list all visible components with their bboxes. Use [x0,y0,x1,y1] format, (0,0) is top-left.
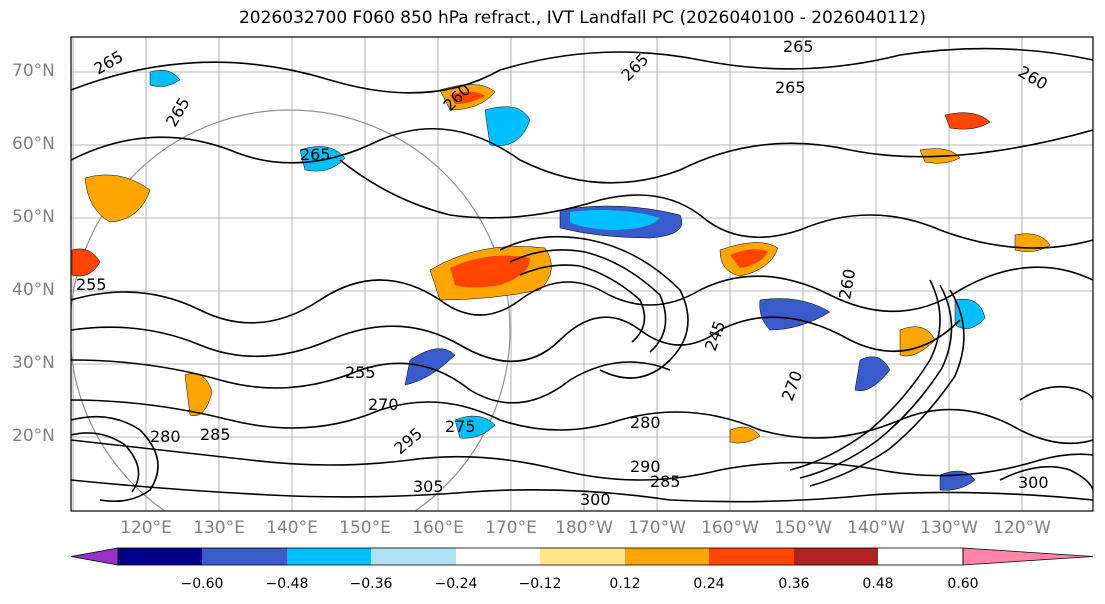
colorbar-segment [794,548,878,565]
longitude-label: 130°W [920,518,978,538]
longitude-label: 140°W [847,518,905,538]
contour-label: 290 [630,457,661,476]
refractivity-shading [71,70,1051,491]
colorbar-segment [118,548,202,565]
colorbar-tick-label: 0.36 [778,576,810,592]
plot-frame [70,36,1094,512]
contour-label: 255 [76,275,107,294]
longitude-label: 150°W [774,518,832,538]
colorbar-tick-label: 0.12 [609,576,641,592]
contour-label: 285 [200,425,231,444]
latitude-label: 20°N [12,426,55,446]
colorbar-segment [456,548,540,565]
map-title: 2026032700 F060 850 hPa refract., IVT La… [238,8,926,28]
contour-label: 280 [150,427,181,446]
longitude-label: 130°E [193,518,245,538]
colorbar-tick-label: −0.36 [349,576,393,592]
contour-lines [71,47,1093,503]
colorbar-extend-min [70,547,119,566]
range-circle [71,109,511,511]
contour-label: 255 [345,363,376,382]
colorbar-segment [709,548,794,565]
latitude-label: 40°N [12,280,55,300]
latitude-label: 60°N [12,134,55,154]
colorbar-segment [287,548,371,565]
longitude-label: 120°E [120,518,172,538]
contour-label: 275 [445,417,476,436]
longitude-label: 150°E [339,518,391,538]
colorbar-tick-label: 0.48 [862,576,894,592]
colorbar-tick-label: −0.12 [518,576,562,592]
colorbar-segment [371,548,456,565]
latitude-label: 70°N [12,61,55,81]
longitude-label: 170°W [628,518,686,538]
contour-label: 300 [1018,473,1049,492]
colorbar-segment [625,548,709,565]
latitude-label: 50°N [12,207,55,227]
longitude-label: 120°W [993,518,1051,538]
contour-label: 280 [630,413,661,432]
contour-label: 305 [413,477,444,496]
contour-label: 300 [580,490,611,509]
longitude-label: 160°E [412,518,464,538]
colorbar-tick-label: −0.48 [265,576,309,592]
longitude-label: 140°E [266,518,318,538]
contour-label: 270 [368,395,399,414]
latitude-label: 30°N [12,353,55,373]
colorbar-tick-label: 0.60 [947,576,979,592]
contour-label: 285 [650,472,681,491]
colorbar-tick-label: 0.24 [693,576,725,592]
longitude-label: 180°W [555,518,613,538]
contour-label: 265 [783,37,814,56]
colorbar-segment [540,548,625,565]
colorbar-tick-label: −0.24 [434,576,478,592]
longitude-label: 170°E [485,518,537,538]
colorbar-extend-max [962,547,1094,566]
colorbar-tick-label: −0.60 [180,576,224,592]
colorbar-outline [117,547,964,566]
colorbar-segment [202,548,287,565]
longitude-label: 160°W [701,518,759,538]
contour-label: 265 [300,145,331,164]
colorbar [70,547,1094,566]
contour-label: 265 [775,78,806,97]
